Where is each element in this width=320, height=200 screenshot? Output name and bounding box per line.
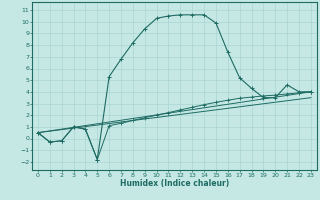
X-axis label: Humidex (Indice chaleur): Humidex (Indice chaleur) <box>120 179 229 188</box>
